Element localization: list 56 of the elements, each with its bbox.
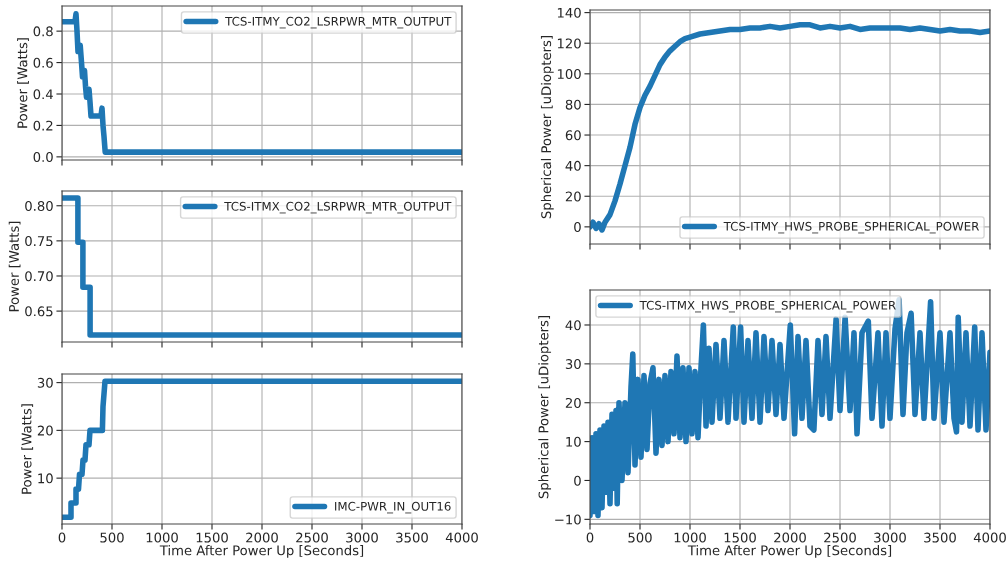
y-tick-label: 80 bbox=[565, 99, 581, 110]
y-tick-label: 0.8 bbox=[33, 26, 53, 37]
x-tick-label: 1500 bbox=[196, 532, 228, 543]
legend-label: IMC-PWR_IN_OUT16 bbox=[335, 501, 451, 514]
x-tick-label: 1000 bbox=[146, 532, 178, 543]
y-tick-label: 20 bbox=[565, 191, 581, 202]
x-tick-label: 2500 bbox=[296, 532, 328, 543]
y-tick-label: 0.80 bbox=[25, 200, 53, 211]
x-tick-label: 2000 bbox=[774, 532, 806, 543]
x-tick-label: 2000 bbox=[246, 532, 278, 543]
legend-label: TCS-ITMX_CO2_LSRPWR_MTR_OUTPUT bbox=[224, 201, 452, 214]
y-axis-title: Power [Watts] bbox=[21, 404, 34, 494]
x-tick-label: 3000 bbox=[874, 532, 906, 543]
legend-label: TCS-ITMX_HWS_PROBE_SPHERICAL_POWER bbox=[639, 300, 896, 313]
x-tick-label: 3500 bbox=[396, 532, 428, 543]
x-axis-title: Time After Power Up [Seconds] bbox=[687, 545, 892, 558]
y-tick-label: 0.0 bbox=[33, 152, 53, 163]
x-tick-label: 0 bbox=[586, 532, 594, 543]
y-tick-label: 40 bbox=[565, 320, 581, 331]
y-tick-label: 0.4 bbox=[33, 89, 53, 100]
x-tick-label: 4000 bbox=[973, 532, 1006, 543]
y-tick-label: 30 bbox=[37, 377, 53, 388]
y-tick-label: 0.65 bbox=[25, 306, 53, 317]
x-tick-label: 1500 bbox=[724, 532, 756, 543]
x-tick-label: 500 bbox=[100, 532, 124, 543]
x-axis-title: Time After Power Up [Seconds] bbox=[159, 545, 364, 558]
y-axis-title: Power [Watts] bbox=[8, 221, 21, 312]
y-axis-title: Spherical Power [uDiopters] bbox=[540, 36, 554, 219]
x-tick-label: 500 bbox=[628, 532, 652, 543]
y-axis-title: Power [Watts] bbox=[17, 38, 29, 128]
y-tick-label: 0.6 bbox=[33, 57, 53, 68]
y-tick-label: 20 bbox=[37, 425, 53, 436]
x-tick-label: 4000 bbox=[445, 532, 478, 543]
x-tick-label: 3500 bbox=[924, 532, 956, 543]
y-tick-label: 0.2 bbox=[33, 120, 53, 131]
y-tick-label: 60 bbox=[565, 130, 581, 141]
y-tick-label: 120 bbox=[557, 38, 581, 49]
legend-label: TCS-ITMY_HWS_PROBE_SPHERICAL_POWER bbox=[723, 221, 980, 234]
y-tick-label: 0.75 bbox=[25, 236, 53, 247]
x-tick-label: 1000 bbox=[674, 532, 706, 543]
y-tick-label: 0 bbox=[574, 475, 581, 486]
y-tick-label: 20 bbox=[565, 397, 581, 408]
y-tick-label: 100 bbox=[557, 69, 581, 80]
y-tick-label: 30 bbox=[565, 359, 581, 370]
y-axis-title: Spherical Power [uDiopters] bbox=[538, 316, 552, 499]
legend-label: TCS-ITMY_CO2_LSRPWR_MTR_OUTPUT bbox=[225, 16, 452, 29]
y-tick-label: 0.70 bbox=[25, 271, 53, 282]
y-tick-label: 10 bbox=[38, 473, 53, 484]
x-tick-label: 0 bbox=[58, 532, 66, 543]
y-tick-label: 40 bbox=[565, 160, 581, 171]
y-tick-label: 0 bbox=[574, 222, 581, 233]
y-tick-label: −10 bbox=[555, 514, 581, 525]
x-tick-label: 3000 bbox=[346, 532, 378, 543]
y-tick-label: 140 bbox=[557, 7, 581, 18]
y-tick-label: 10 bbox=[566, 436, 581, 447]
x-tick-label: 2500 bbox=[824, 532, 856, 543]
